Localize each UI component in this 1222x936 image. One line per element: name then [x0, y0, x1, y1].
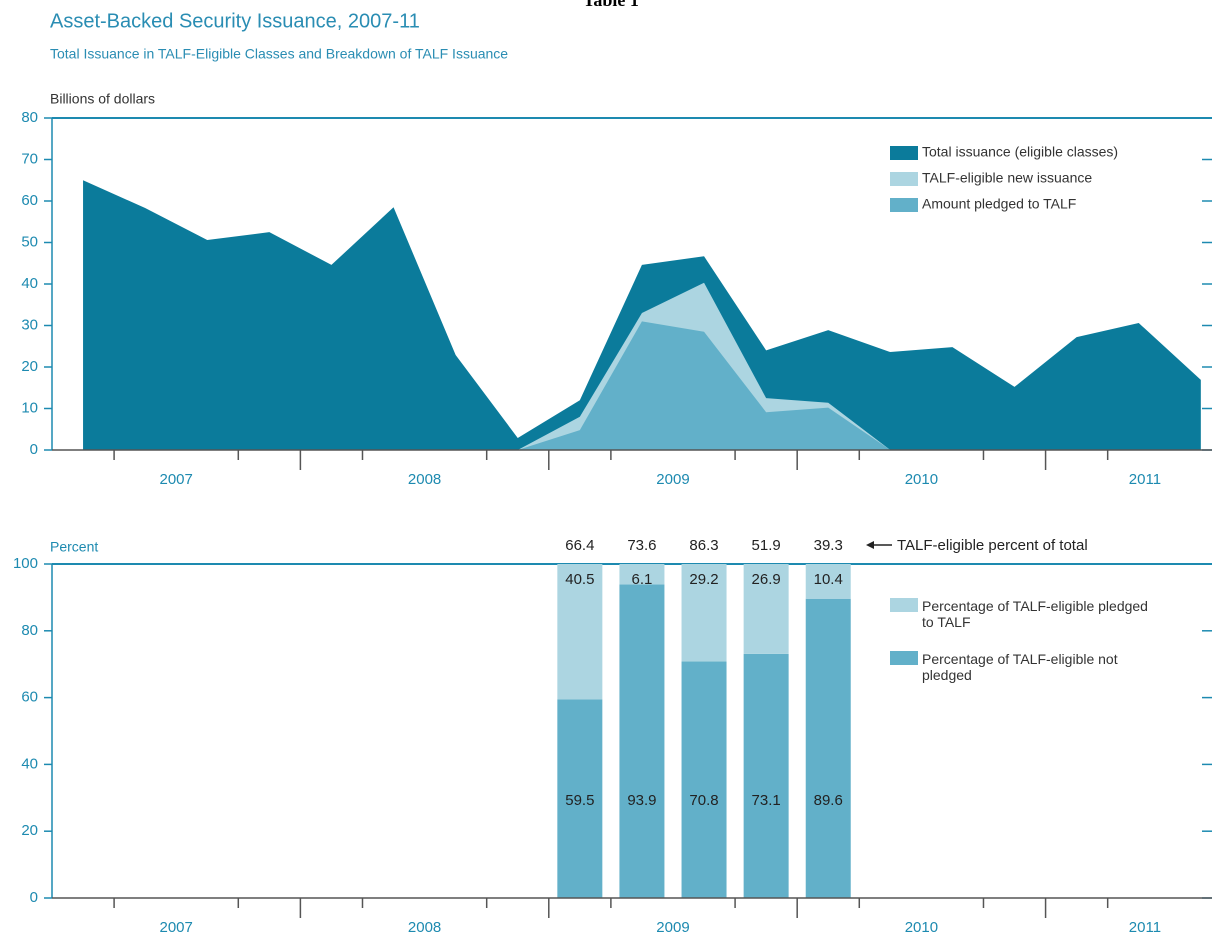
y-tick-label: 60	[21, 192, 38, 209]
y-axis-label: Percent	[50, 539, 98, 555]
data-label: 59.5	[565, 792, 594, 809]
y-tick-label: 70	[21, 150, 38, 167]
x-tick-label: 2011	[1129, 471, 1161, 488]
data-label: 6.1	[632, 571, 653, 588]
bar	[681, 661, 727, 898]
y-tick-label: 10	[21, 399, 38, 416]
x-tick-label: 2010	[905, 471, 938, 488]
y-tick-label: 30	[21, 316, 38, 333]
legend-swatch	[890, 598, 918, 612]
x-tick-label: 2008	[408, 471, 441, 488]
x-tick-label: 2009	[656, 471, 689, 488]
x-tick-label: 2009	[656, 919, 689, 936]
bar	[557, 564, 603, 700]
data-label: 70.8	[689, 792, 718, 809]
x-tick-label: 2007	[160, 919, 193, 936]
bar	[619, 564, 665, 585]
x-tick-label: 2008	[408, 919, 441, 936]
annotation-arrowhead	[866, 541, 874, 549]
legend-swatch	[890, 198, 918, 212]
y-axis-label: Billions of dollars	[50, 91, 155, 107]
y-tick-label: 60	[21, 689, 38, 706]
annotation-value: 66.4	[565, 537, 594, 554]
y-tick-label: 100	[13, 555, 38, 572]
chart-subtitle: Total Issuance in TALF-Eligible Classes …	[50, 46, 508, 62]
data-label: 40.5	[565, 571, 594, 588]
legend-label: Percentage of TALF-eligible not pledged	[922, 651, 1118, 683]
bar	[557, 699, 603, 898]
x-tick-label: 2010	[905, 919, 938, 936]
y-tick-label: 80	[21, 109, 38, 126]
legend-label: TALF-eligible new issuance	[922, 170, 1092, 186]
legend-label: Total issuance (eligible classes)	[922, 144, 1118, 160]
bar	[743, 653, 789, 898]
y-tick-label: 50	[21, 233, 38, 250]
annotation-value: 39.3	[814, 537, 843, 554]
bar	[681, 564, 727, 662]
data-label: 73.1	[752, 792, 781, 809]
y-tick-label: 40	[21, 275, 38, 292]
legend-label: Amount pledged to TALF	[922, 196, 1076, 212]
legend-swatch	[890, 651, 918, 665]
bar	[619, 584, 665, 898]
data-label: 10.4	[814, 571, 843, 588]
legend-swatch	[890, 172, 918, 186]
bar	[805, 598, 851, 898]
page-label: Table 1	[583, 0, 639, 10]
bar	[805, 564, 851, 599]
annotation-value: 86.3	[689, 537, 718, 554]
annotation-value: 73.6	[627, 537, 656, 554]
y-tick-label: 20	[21, 358, 38, 375]
bar	[743, 564, 789, 654]
legend-label: Percentage of TALF-eligible pledged to T…	[922, 598, 1148, 630]
data-label: 26.9	[752, 571, 781, 588]
y-tick-label: 20	[21, 822, 38, 839]
annotation-text: TALF-eligible percent of total	[897, 537, 1088, 554]
y-tick-label: 80	[21, 622, 38, 639]
legend-swatch	[890, 146, 918, 160]
data-label: 93.9	[627, 792, 656, 809]
chart-title: Asset-Backed Security Issuance, 2007-11	[50, 10, 420, 32]
data-label: 29.2	[689, 571, 718, 588]
area	[517, 321, 891, 450]
y-tick-label: 40	[21, 755, 38, 772]
data-label: 89.6	[814, 792, 843, 809]
y-tick-label: 0	[30, 889, 38, 906]
x-tick-label: 2011	[1129, 919, 1161, 936]
y-tick-label: 0	[30, 441, 38, 458]
x-tick-label: 2007	[160, 471, 193, 488]
annotation-value: 51.9	[752, 537, 781, 554]
